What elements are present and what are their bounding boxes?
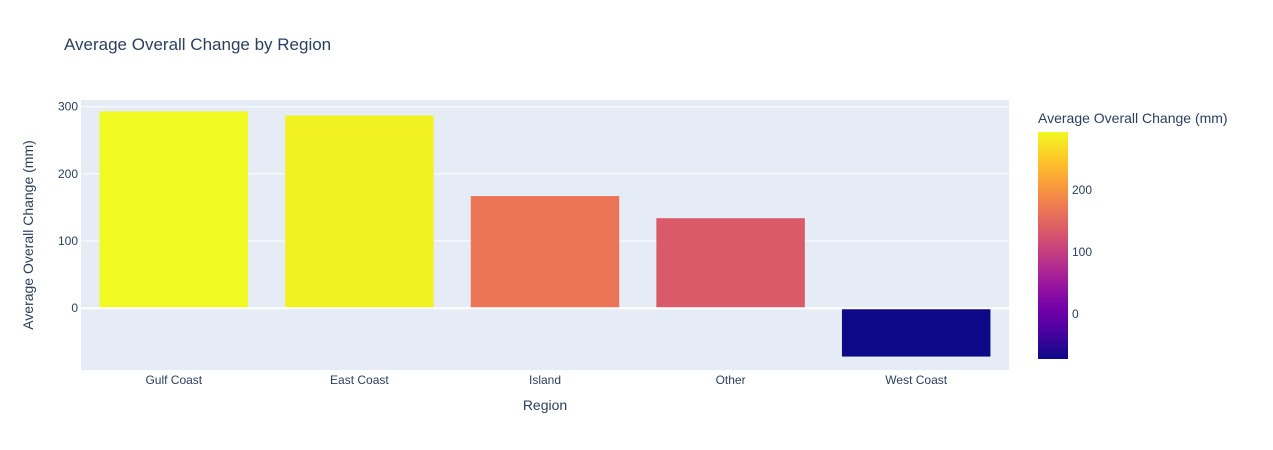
x-tick-label: West Coast xyxy=(885,373,947,387)
bar-island xyxy=(470,196,620,309)
x-tick-label: Island xyxy=(529,373,561,387)
colorbar-tick-labels: 0 100 200 xyxy=(1072,183,1092,321)
bars xyxy=(99,111,991,357)
x-tick-label: Gulf Coast xyxy=(145,373,202,387)
y-tick-label: 200 xyxy=(58,167,78,181)
y-axis-label: Average Overall Change (mm) xyxy=(20,140,36,330)
colorbar-title: Average Overall Change (mm) xyxy=(1038,110,1228,126)
x-tick-label: East Coast xyxy=(330,373,389,387)
colorbar-tick-label: 100 xyxy=(1072,245,1092,259)
bar-other xyxy=(656,218,805,309)
x-axis-label: Region xyxy=(523,397,567,413)
y-tick-label: 0 xyxy=(71,301,78,315)
y-tick-label: 300 xyxy=(58,100,78,114)
y-tick-labels: 0 100 200 300 xyxy=(58,100,78,315)
colorbar-tick-label: 200 xyxy=(1072,183,1092,197)
bar-west-coast xyxy=(841,308,991,357)
bar-east-coast xyxy=(285,115,434,309)
chart-title: Average Overall Change by Region xyxy=(64,35,331,54)
y-tick-label: 100 xyxy=(58,234,78,248)
bar-gulf-coast xyxy=(99,111,249,309)
x-tick-labels: Gulf Coast East Coast Island Other West Coas… xyxy=(145,373,947,387)
x-tick-label: Other xyxy=(716,373,746,387)
colorbar-tick-label: 0 xyxy=(1072,307,1079,321)
colorbar xyxy=(1038,132,1068,359)
